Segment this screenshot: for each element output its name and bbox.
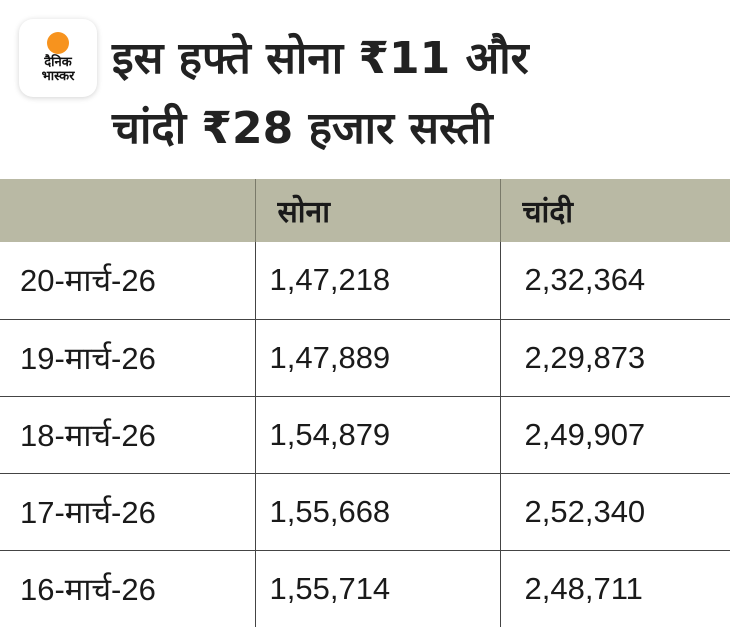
table-row: 20-मार्च-26 1,47,218 2,32,364 xyxy=(0,242,730,319)
header-gold: सोना xyxy=(255,179,501,242)
header-silver: चांदी xyxy=(522,195,574,230)
cell-date: 19-मार्च-26 xyxy=(0,319,256,396)
header-date xyxy=(0,179,256,242)
cell-silver: 2,48,711 xyxy=(524,570,643,606)
table-header-row: सोना चांदी xyxy=(0,179,730,242)
cell-date: 20-मार्च-26 xyxy=(0,242,256,319)
cell-date: 16-मार्च-26 xyxy=(0,550,256,627)
cell-gold: 1,55,714 xyxy=(255,550,501,627)
cell-silver: 2,49,907 xyxy=(524,416,646,452)
table-row: 18-मार्च-26 1,54,879 2,49,907 xyxy=(0,396,730,473)
logo-text-line1: दैनिक xyxy=(44,55,72,70)
sun-icon xyxy=(47,32,69,54)
cell-gold: 1,55,668 xyxy=(255,473,501,550)
cell-silver: 2,32,364 xyxy=(524,262,646,298)
cell-gold: 1,47,218 xyxy=(255,242,501,319)
table-row: 19-मार्च-26 1,47,889 2,29,873 xyxy=(0,319,730,396)
headline-line2: चांदी ₹28 हजार सस्ती xyxy=(112,103,493,154)
cell-gold: 1,47,889 xyxy=(255,319,501,396)
cell-silver: 2,29,873 xyxy=(524,339,646,375)
dainik-bhaskar-logo: दैनिक भास्कर xyxy=(19,19,97,97)
table-row: 16-मार्च-26 1,55,714 2,48,711 xyxy=(0,550,730,627)
header: दैनिक भास्कर इस हफ्ते सोना ₹11 और चांदी … xyxy=(0,0,730,179)
headline: इस हफ्ते सोना ₹11 और चांदी ₹28 हजार सस्त… xyxy=(112,24,712,164)
table-row: 17-मार्च-26 1,55,668 2,52,340 xyxy=(0,473,730,550)
headline-line1: इस हफ्ते सोना ₹11 और xyxy=(112,33,529,84)
price-table: सोना चांदी 20-मार्च-26 1,47,218 2,32,364… xyxy=(0,179,730,627)
cell-date: 17-मार्च-26 xyxy=(0,473,256,550)
cell-silver: 2,52,340 xyxy=(524,493,646,529)
cell-gold: 1,54,879 xyxy=(255,396,501,473)
logo-text-line2: भास्कर xyxy=(41,69,75,84)
cell-date: 18-मार्च-26 xyxy=(0,396,256,473)
